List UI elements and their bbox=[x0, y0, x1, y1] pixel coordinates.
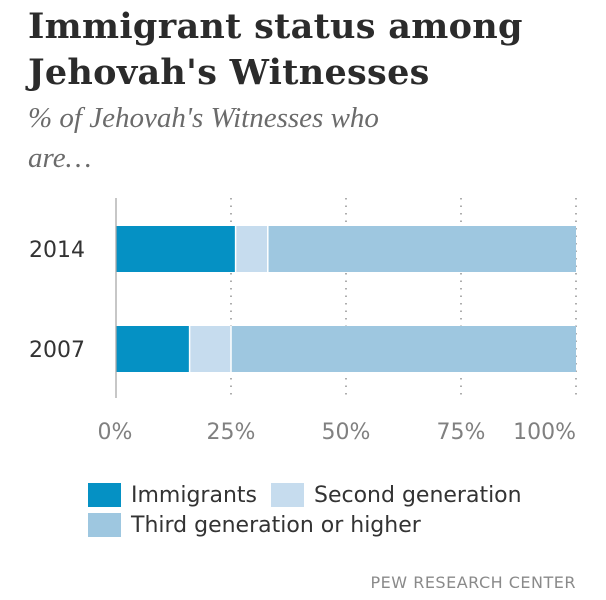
x-tick-label-50: 50% bbox=[322, 420, 371, 445]
bar-2014-immigrants bbox=[116, 226, 236, 272]
legend-item-third-generation: Third generation or higher bbox=[88, 513, 421, 538]
legend-label-immigrants: Immigrants bbox=[131, 483, 257, 508]
x-tick-label-25: 25% bbox=[207, 420, 256, 445]
legend-label-second-generation: Second generation bbox=[314, 483, 522, 508]
legend-label-third-generation: Third generation or higher bbox=[131, 513, 421, 538]
source-credit: PEW RESEARCH CENTER bbox=[371, 573, 576, 592]
legend: Immigrants Second generation Third gener… bbox=[88, 480, 588, 540]
x-tick-label-100: 100% bbox=[513, 420, 576, 445]
bar-2014-third-generation bbox=[268, 226, 576, 272]
bar-2007-third-generation bbox=[231, 326, 576, 372]
bar-2007-second-generation bbox=[190, 326, 231, 372]
legend-swatch-immigrants bbox=[88, 483, 121, 507]
legend-item-immigrants: Immigrants bbox=[88, 483, 257, 508]
legend-swatch-third-generation bbox=[88, 513, 121, 537]
bar-2014-second-generation bbox=[236, 226, 268, 272]
x-tick-label-75: 75% bbox=[437, 420, 486, 445]
x-tick-label-0: 0% bbox=[98, 420, 133, 445]
category-label-2007: 2007 bbox=[29, 338, 85, 363]
category-label-2014: 2014 bbox=[29, 238, 85, 263]
legend-swatch-second-generation bbox=[271, 483, 304, 507]
legend-item-second-generation: Second generation bbox=[271, 483, 522, 508]
bar-chart: 2014 2007 0% 25% 50% 75% 100% bbox=[0, 0, 606, 470]
bar-2007-immigrants bbox=[116, 326, 190, 372]
